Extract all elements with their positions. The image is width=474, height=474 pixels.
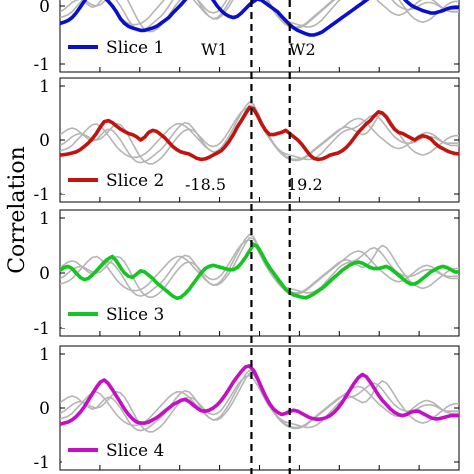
panels: -1 0 Slice 1 -1 0 1 Slice 2 -1 0 1 Slice 3 -1 0 1 Slic… bbox=[33, 0, 460, 473]
y-axis-label: Correlation bbox=[5, 146, 30, 274]
panel-3: -1 0 1 Slice 3 bbox=[33, 209, 460, 339]
legend-label: Slice 1 bbox=[106, 38, 164, 58]
y-tick-label: -1 bbox=[33, 55, 50, 75]
series-line-slice-3 bbox=[60, 242, 459, 301]
y-tick-label: 1 bbox=[39, 209, 50, 229]
reference-line-3 bbox=[60, 374, 459, 433]
legend-slice-3: Slice 3 bbox=[62, 300, 180, 328]
w2-label: W2 bbox=[289, 40, 316, 59]
series-line-slice-4 bbox=[60, 364, 459, 427]
y-tick-label: -1 bbox=[33, 319, 50, 339]
y-tick-label: 1 bbox=[39, 77, 50, 97]
y-tick-label: 1 bbox=[39, 345, 50, 365]
y-tick-label: 0 bbox=[39, 264, 50, 284]
y-tick-label: 0 bbox=[39, 131, 50, 151]
legend-slice-4: Slice 4 bbox=[62, 436, 180, 464]
legend-label: Slice 3 bbox=[106, 305, 164, 325]
y-tick-label: 0 bbox=[39, 399, 50, 419]
legend-label: Slice 4 bbox=[106, 441, 164, 461]
reference-line-1 bbox=[60, 0, 459, 32]
legend-label: Slice 2 bbox=[106, 171, 164, 191]
legend-slice-1: Slice 1 bbox=[62, 33, 180, 61]
reference-line-3 bbox=[60, 0, 459, 33]
reference-line-2 bbox=[60, 0, 459, 29]
series-line-slice-2 bbox=[60, 105, 459, 162]
series-line-slice-1 bbox=[60, 0, 459, 37]
w1-label: W1 bbox=[201, 40, 228, 59]
reference-line-3 bbox=[60, 239, 459, 299]
y-tick-label: -1 bbox=[33, 453, 50, 473]
lag-right-label: 19.2 bbox=[287, 175, 323, 194]
panel-2: -1 0 1 Slice 2 bbox=[33, 77, 460, 205]
panel-4: -1 0 1 Slice 4 bbox=[33, 345, 460, 473]
legend-slice-2: Slice 2 bbox=[62, 166, 180, 194]
panel-1: -1 0 Slice 1 bbox=[33, 0, 460, 75]
y-tick-label: -1 bbox=[33, 185, 50, 205]
annotations: W1 W2 -18.5 19.2 bbox=[185, 40, 323, 194]
lag-left-label: -18.5 bbox=[185, 175, 226, 194]
y-tick-label: 0 bbox=[39, 0, 50, 17]
